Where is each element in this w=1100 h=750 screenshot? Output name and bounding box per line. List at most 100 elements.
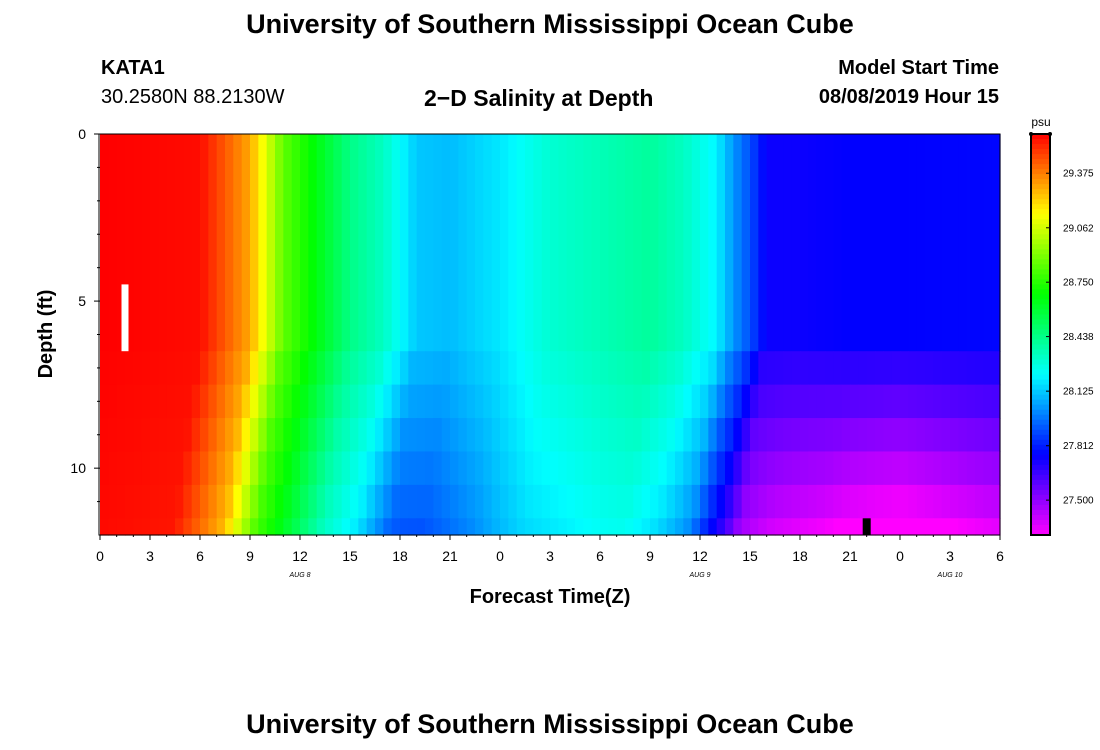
date-label: AUG 10 xyxy=(937,572,963,579)
colorbar-segment xyxy=(1031,384,1050,391)
heatmap-cell xyxy=(600,518,609,536)
heatmap-cell xyxy=(191,384,201,419)
heatmap-cell xyxy=(666,418,676,453)
heatmap-cell xyxy=(241,418,251,453)
heatmap-cell xyxy=(508,351,518,386)
heatmap-cell xyxy=(916,518,926,536)
heatmap-cell xyxy=(841,418,851,453)
heatmap-cell xyxy=(683,418,693,453)
heatmap-cell xyxy=(300,351,309,386)
heatmap-cell xyxy=(550,518,559,536)
heatmap-cell xyxy=(825,351,834,386)
colorbar-segment xyxy=(1031,399,1050,406)
heatmap-cell xyxy=(875,384,884,419)
heatmap-cell xyxy=(983,351,993,386)
heatmap-cell xyxy=(308,451,318,486)
heatmap-cell xyxy=(708,134,718,352)
heatmap-cell xyxy=(966,134,976,352)
heatmap-cell xyxy=(733,518,743,536)
heatmap-cell xyxy=(466,484,476,519)
heatmap-cell xyxy=(433,384,443,419)
heatmap-cell xyxy=(391,134,401,352)
heatmap-cell xyxy=(891,484,901,519)
heatmap-cell xyxy=(925,351,934,386)
colorbar-segment xyxy=(1031,189,1050,195)
x-tick-label: 3 xyxy=(546,548,554,564)
heatmap-cell xyxy=(600,384,609,419)
colorbar-segment xyxy=(1031,149,1050,155)
heatmap-cell xyxy=(866,134,876,352)
heatmap-cell xyxy=(183,384,193,419)
heatmap-cell xyxy=(433,134,443,352)
heatmap-cell xyxy=(866,484,876,519)
heatmap-cell xyxy=(366,484,376,519)
heatmap-cell xyxy=(175,484,184,519)
heatmap-cell xyxy=(525,384,534,419)
heatmap-cell xyxy=(891,418,901,453)
colorbar-segment xyxy=(1031,389,1050,396)
colorbar-segment xyxy=(1031,484,1050,491)
heatmap-cell xyxy=(600,134,609,352)
heatmap-cell xyxy=(733,384,743,419)
colorbar-segment xyxy=(1031,284,1050,290)
heatmap-cell xyxy=(700,418,709,453)
colorbar-segment xyxy=(1031,274,1050,280)
heatmap-cell xyxy=(425,518,434,536)
heatmap-cell xyxy=(433,484,443,519)
heatmap-cell xyxy=(141,351,151,386)
heatmap-cell xyxy=(725,518,734,536)
heatmap-cell xyxy=(225,351,234,386)
heatmap-cell xyxy=(300,384,309,419)
heatmap-cell xyxy=(108,134,118,352)
heatmap-cell xyxy=(475,484,484,519)
heatmap-cell xyxy=(733,484,743,519)
heatmap-cell xyxy=(333,418,343,453)
heatmap-cell xyxy=(116,134,126,352)
colorbar-frame xyxy=(1030,133,1051,536)
heatmap-cell xyxy=(866,418,876,453)
heatmap-cell xyxy=(583,384,593,419)
heatmap-cell xyxy=(375,518,384,536)
heatmap-cell xyxy=(333,484,343,519)
heatmap-cell xyxy=(458,384,468,419)
heatmap-cell xyxy=(466,351,476,386)
heatmap-cell xyxy=(483,518,493,536)
heatmap-cell xyxy=(975,134,984,352)
heatmap-cell xyxy=(591,484,601,519)
heatmap-cell xyxy=(166,518,176,536)
colorbar-segment xyxy=(1031,419,1050,426)
heatmap-cell xyxy=(983,134,993,352)
heatmap-cell xyxy=(158,451,168,486)
heatmap-cell xyxy=(300,484,309,519)
heatmap-cell xyxy=(275,418,284,453)
heatmap-cell xyxy=(791,451,801,486)
colorbar-segment xyxy=(1031,264,1050,270)
heatmap-cell xyxy=(400,451,409,486)
heatmap-cell xyxy=(791,134,801,352)
heatmap-cell xyxy=(333,351,343,386)
heatmap-cell xyxy=(841,451,851,486)
colorbar: 27.500 27.812 28.125 28.438 28.750 29.062 29.3… xyxy=(1029,132,1094,536)
heatmap-cell xyxy=(450,518,459,536)
heatmap-cell xyxy=(316,418,326,453)
heatmap-cell xyxy=(258,351,268,386)
heatmap-cell xyxy=(491,134,501,352)
colorbar-segment xyxy=(1031,164,1050,170)
heatmap-cell xyxy=(125,384,134,419)
heatmap-cell xyxy=(916,351,926,386)
heatmap-cell xyxy=(175,134,184,352)
heatmap-cell xyxy=(733,418,743,453)
heatmap-cell xyxy=(200,384,209,419)
heatmap-cell xyxy=(525,418,534,453)
heatmap-cell xyxy=(700,451,709,486)
heatmap-cell xyxy=(516,418,526,453)
heatmap-cell xyxy=(375,451,384,486)
heatmap-cell xyxy=(958,484,968,519)
colorbar-corner xyxy=(1048,132,1052,136)
heatmap-cell xyxy=(358,451,368,486)
heatmap-cell xyxy=(900,484,909,519)
colorbar-segment xyxy=(1031,379,1050,386)
page-title: University of Southern Mississippi Ocean… xyxy=(246,9,854,39)
heatmap-cell xyxy=(283,351,293,386)
heatmap-cell xyxy=(866,351,876,386)
